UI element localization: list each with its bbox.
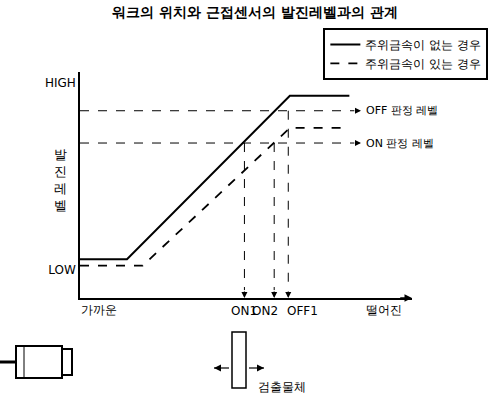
svg-text:LOW: LOW <box>48 263 76 277</box>
svg-text:OFF1: OFF1 <box>287 304 318 318</box>
svg-text:가까운: 가까운 <box>81 303 117 317</box>
svg-text:ON2: ON2 <box>252 304 278 318</box>
svg-text:워크의 위치와 근접센서의 발진레벨과의 관계: 워크의 위치와 근접센서의 발진레벨과의 관계 <box>112 4 398 20</box>
svg-text:검출물체: 검출물체 <box>258 380 306 394</box>
svg-text:떨어진: 떨어진 <box>366 303 402 317</box>
svg-text:발진레벨: 발진레벨 <box>54 147 67 213</box>
svg-text:주위금속이 없는 경우: 주위금속이 없는 경우 <box>365 38 481 52</box>
svg-text:ON 판정 레벨: ON 판정 레벨 <box>366 137 434 150</box>
svg-text:주위금속이 있는 경우: 주위금속이 있는 경우 <box>365 57 481 71</box>
svg-text:HIGH: HIGH <box>45 76 76 90</box>
svg-text:ON1: ON1 <box>231 304 257 318</box>
svg-text:OFF 판정 레벨: OFF 판정 레벨 <box>366 104 438 117</box>
